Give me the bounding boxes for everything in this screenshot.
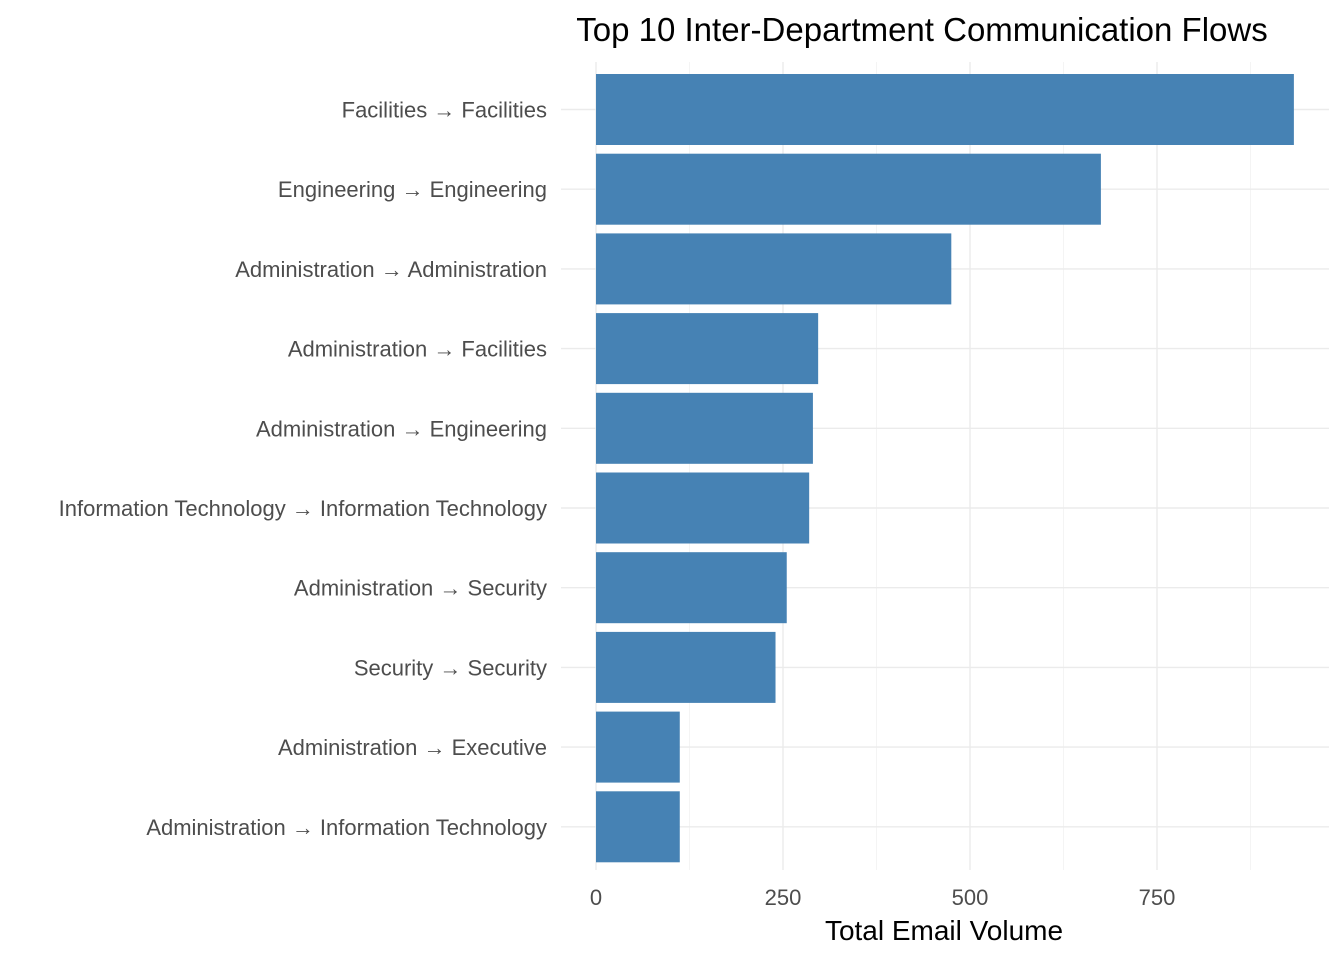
bar — [596, 392, 813, 464]
y-tick-labels: Facilities → Facilities Engineering → Eng… — [59, 98, 547, 840]
chart-title: Top 10 Inter-Department Communication Fl… — [576, 11, 1267, 48]
bar — [596, 791, 680, 863]
bar — [596, 233, 952, 305]
y-tick-label: Administration → Administration — [235, 257, 547, 282]
y-tick-label: Security → Security — [354, 655, 547, 680]
x-tick-label: 0 — [590, 885, 602, 910]
x-tick-label: 250 — [765, 885, 802, 910]
bar — [596, 153, 1101, 225]
bar — [596, 472, 810, 544]
y-tick-label: Facilities → Facilities — [342, 98, 547, 123]
bar — [596, 74, 1294, 145]
bar — [596, 711, 680, 783]
bar — [596, 313, 819, 385]
bar — [596, 631, 776, 703]
y-tick-label: Engineering → Engineering — [278, 177, 547, 202]
x-tick-label: 750 — [1139, 885, 1176, 910]
y-tick-label: Administration → Facilities — [288, 337, 547, 362]
x-tick-labels: 0 250 500 750 — [590, 885, 1175, 910]
y-tick-label: Administration → Engineering — [256, 416, 547, 441]
y-tick-label: Administration → Information Technology — [146, 815, 547, 840]
x-axis-title: Total Email Volume — [825, 915, 1063, 946]
y-tick-label: Information Technology → Information Tec… — [59, 496, 547, 521]
y-tick-label: Administration → Security — [294, 576, 547, 601]
y-tick-label: Administration → Executive — [278, 735, 547, 760]
bar — [596, 552, 787, 624]
x-tick-label: 500 — [952, 885, 989, 910]
bars — [596, 74, 1294, 863]
